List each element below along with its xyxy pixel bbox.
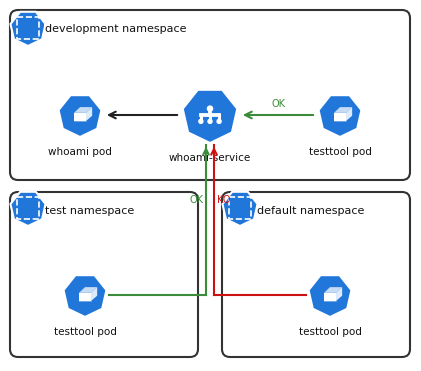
Circle shape	[216, 119, 222, 124]
Polygon shape	[346, 107, 352, 121]
Circle shape	[198, 119, 204, 124]
Polygon shape	[91, 287, 97, 301]
Text: whoami-service: whoami-service	[169, 153, 251, 163]
Text: whoami pod: whoami pod	[48, 147, 112, 157]
Text: test namespace: test namespace	[45, 206, 134, 216]
Polygon shape	[59, 95, 101, 137]
Text: testtool pod: testtool pod	[53, 327, 117, 337]
Circle shape	[207, 119, 213, 124]
Text: OK: OK	[271, 99, 285, 109]
Polygon shape	[222, 192, 258, 226]
Polygon shape	[336, 287, 342, 301]
FancyBboxPatch shape	[10, 10, 410, 180]
Polygon shape	[309, 275, 352, 317]
Text: OK: OK	[189, 195, 203, 205]
Polygon shape	[74, 113, 86, 121]
Polygon shape	[79, 293, 91, 301]
Polygon shape	[79, 287, 97, 293]
Circle shape	[207, 105, 213, 112]
Polygon shape	[324, 287, 342, 293]
Text: testtool pod: testtool pod	[298, 327, 362, 337]
Polygon shape	[324, 293, 336, 301]
Polygon shape	[74, 107, 92, 113]
Text: testtool pod: testtool pod	[309, 147, 371, 157]
Polygon shape	[183, 90, 237, 143]
Polygon shape	[86, 107, 92, 121]
FancyBboxPatch shape	[10, 192, 198, 357]
FancyBboxPatch shape	[222, 192, 410, 357]
Polygon shape	[334, 107, 352, 113]
Text: KO: KO	[217, 195, 231, 205]
Polygon shape	[11, 192, 45, 226]
Polygon shape	[334, 113, 346, 121]
Polygon shape	[11, 12, 45, 46]
Text: default namespace: default namespace	[257, 206, 364, 216]
Polygon shape	[319, 95, 362, 137]
Polygon shape	[64, 275, 107, 317]
Text: development namespace: development namespace	[45, 24, 187, 34]
